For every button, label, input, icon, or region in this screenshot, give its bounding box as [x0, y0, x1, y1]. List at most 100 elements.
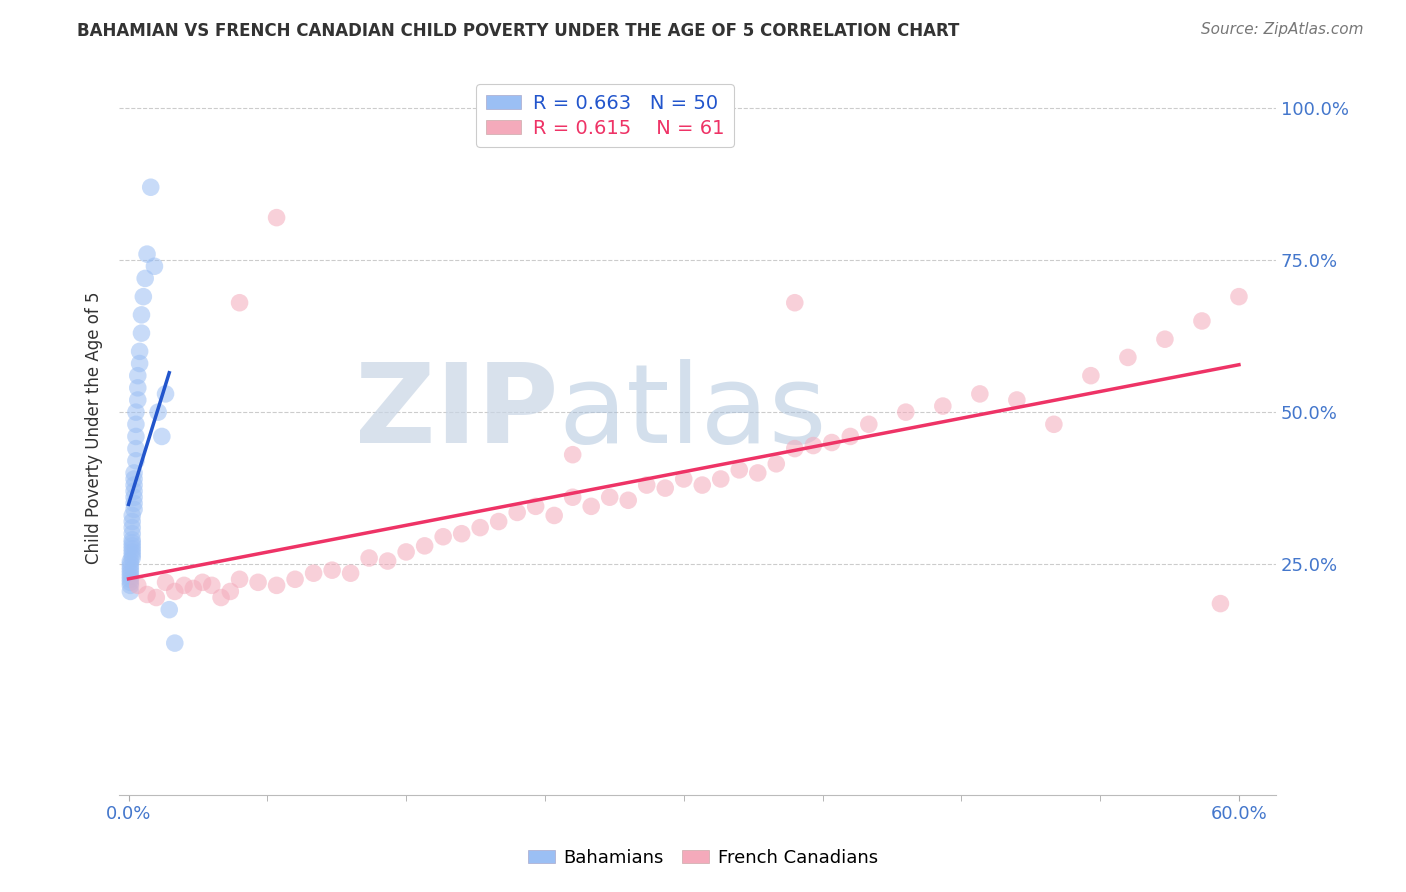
Point [191, 575, 214, 590]
Point [120, 566, 142, 581]
Point [127, 368, 149, 383]
Point [801, 439, 824, 453]
Point [121, 521, 143, 535]
Text: atlas: atlas [558, 359, 827, 467]
Point [1154, 332, 1177, 346]
Point [125, 405, 148, 419]
Point [450, 526, 472, 541]
Point [561, 490, 583, 504]
Point [122, 496, 145, 510]
Point [470, 521, 492, 535]
Point [617, 493, 640, 508]
Point [122, 490, 145, 504]
Point [228, 295, 250, 310]
Point [524, 500, 547, 514]
Point [894, 405, 917, 419]
Point [209, 591, 232, 605]
Point [125, 429, 148, 443]
Point [131, 308, 153, 322]
Point [359, 551, 381, 566]
Point [765, 457, 787, 471]
Point [127, 392, 149, 407]
Point [120, 569, 142, 583]
Point [121, 515, 143, 529]
Point [122, 472, 145, 486]
Point [163, 584, 186, 599]
Point [1005, 392, 1028, 407]
Y-axis label: Child Poverty Under the Age of 5: Child Poverty Under the Age of 5 [86, 291, 103, 564]
Point [266, 211, 288, 225]
Point [122, 484, 145, 499]
Point [150, 429, 173, 443]
Point [121, 548, 143, 562]
Point [134, 271, 156, 285]
Point [747, 466, 769, 480]
Point [636, 478, 658, 492]
Point [579, 500, 602, 514]
Text: ZIP: ZIP [356, 359, 558, 467]
Legend: R = 0.663   N = 50, R = 0.615    N = 61: R = 0.663 N = 50, R = 0.615 N = 61 [477, 84, 734, 147]
Point [121, 536, 143, 550]
Point [858, 417, 880, 432]
Point [122, 466, 145, 480]
Point [654, 481, 676, 495]
Point [1043, 417, 1066, 432]
Point [120, 557, 142, 571]
Point [121, 551, 143, 566]
Point [121, 539, 143, 553]
Point [127, 578, 149, 592]
Point [120, 578, 142, 592]
Point [1227, 290, 1250, 304]
Text: Source: ZipAtlas.com: Source: ZipAtlas.com [1201, 22, 1364, 37]
Point [302, 566, 325, 581]
Point [120, 560, 142, 574]
Point [783, 295, 806, 310]
Point [121, 541, 143, 556]
Point [120, 554, 142, 568]
Point [728, 463, 751, 477]
Point [127, 381, 149, 395]
Point [136, 587, 159, 601]
Point [131, 326, 153, 340]
Point [128, 344, 150, 359]
Point [599, 490, 621, 504]
Point [128, 357, 150, 371]
Text: BAHAMIAN VS FRENCH CANADIAN CHILD POVERTY UNDER THE AGE OF 5 CORRELATION CHART: BAHAMIAN VS FRENCH CANADIAN CHILD POVERT… [77, 22, 960, 40]
Point [120, 563, 142, 577]
Legend: Bahamians, French Canadians: Bahamians, French Canadians [520, 842, 886, 874]
Point [155, 575, 177, 590]
Point [120, 572, 142, 586]
Point [247, 575, 270, 590]
Point [432, 530, 454, 544]
Point [672, 472, 695, 486]
Point [132, 290, 155, 304]
Point [543, 508, 565, 523]
Point [1191, 314, 1213, 328]
Point [228, 572, 250, 586]
Point [1116, 351, 1139, 365]
Point [125, 454, 148, 468]
Point [173, 578, 195, 592]
Point [163, 636, 186, 650]
Point [561, 448, 583, 462]
Point [932, 399, 955, 413]
Point [377, 554, 399, 568]
Point [395, 545, 418, 559]
Point [321, 563, 343, 577]
Point [339, 566, 361, 581]
Point [125, 417, 148, 432]
Point [821, 435, 844, 450]
Point [121, 508, 143, 523]
Point [146, 405, 169, 419]
Point [120, 584, 142, 599]
Point [284, 572, 307, 586]
Point [143, 259, 166, 273]
Point [157, 602, 180, 616]
Point [155, 387, 177, 401]
Point [121, 545, 143, 559]
Point [122, 502, 145, 516]
Point [783, 442, 806, 456]
Point [121, 526, 143, 541]
Point [413, 539, 436, 553]
Point [139, 180, 162, 194]
